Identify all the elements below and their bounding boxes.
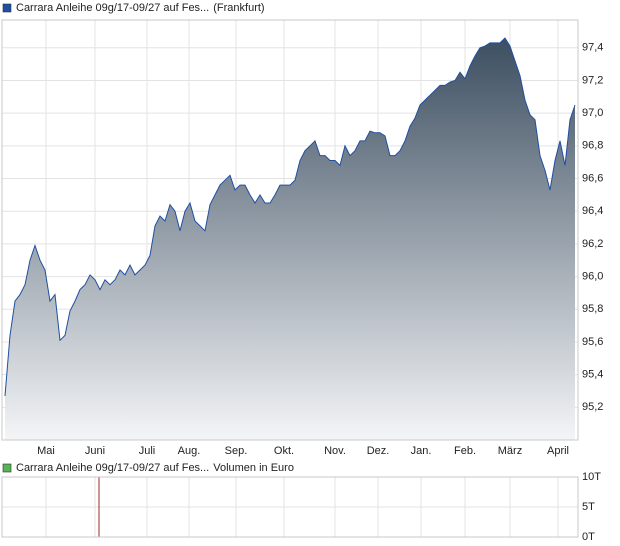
y-tick-label: 96,0 [582, 270, 603, 282]
legend-label: Carrara Anleihe 09g/17-09/27 auf Fes... [16, 2, 209, 14]
y-tick-label: 0T [582, 531, 595, 543]
y-tick-label: 97,2 [582, 74, 603, 86]
y-tick-label: 95,6 [582, 336, 603, 348]
x-tick-label: Jan. [411, 445, 432, 457]
y-tick-label: 95,4 [582, 369, 603, 381]
x-tick-label: Mai [37, 445, 55, 457]
legend-swatch [2, 3, 12, 13]
y-tick-label: 96,2 [582, 238, 603, 250]
x-tick-label: März [498, 445, 522, 457]
legend-swatch [2, 463, 12, 473]
x-tick-label: Juli [139, 445, 156, 457]
x-tick-label: April [547, 445, 569, 457]
legend-note: Volumen in Euro [213, 462, 294, 474]
x-tick-label: Dez. [367, 445, 390, 457]
y-tick-label: 97,0 [582, 107, 603, 119]
x-tick-label: Sep. [225, 445, 248, 457]
area-fill [5, 38, 575, 440]
y-tick-label: 95,8 [582, 303, 603, 315]
y-tick-label: 96,8 [582, 140, 603, 152]
y-tick-label: 5T [582, 501, 595, 513]
x-tick-label: Nov. [324, 445, 346, 457]
x-tick-label: Aug. [178, 445, 201, 457]
y-tick-label: 96,6 [582, 172, 603, 184]
legend-note: (Frankfurt) [213, 2, 264, 14]
legend-label: Carrara Anleihe 09g/17-09/27 auf Fes... [16, 462, 209, 474]
price-line [4, 37, 576, 396]
y-tick-label: 97,4 [582, 42, 603, 54]
x-tick-label: Feb. [454, 445, 476, 457]
x-tick-label: Okt. [274, 445, 294, 457]
plot-frame [1, 476, 579, 538]
y-tick-label: 96,4 [582, 205, 603, 217]
y-tick-label: 95,2 [582, 401, 603, 413]
x-tick-label: Juni [85, 445, 105, 457]
plot-frame [1, 19, 579, 441]
y-tick-label: 10T [582, 471, 601, 483]
